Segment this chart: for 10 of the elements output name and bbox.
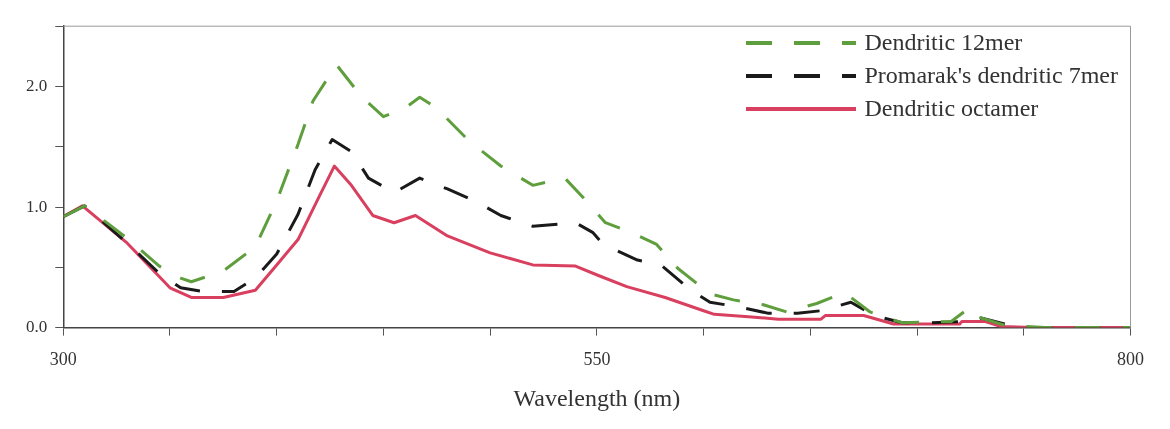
- legend-label: Dendritic 12mer: [864, 29, 1023, 56]
- y-tick-label: 2.0: [26, 75, 48, 95]
- x-tick-label: 550: [583, 349, 611, 370]
- x-axis-title: Wavelength (nm): [513, 384, 681, 411]
- x-tick-label: 300: [49, 349, 77, 370]
- legend-label: Promarak's dendritic 7mer: [864, 62, 1118, 89]
- x-tick-label: 800: [1117, 349, 1144, 370]
- y-tick-label: 1.0: [26, 196, 48, 216]
- y-tick-label: 0.0: [26, 317, 48, 337]
- legend-label: Dendritic octamer: [864, 95, 1039, 122]
